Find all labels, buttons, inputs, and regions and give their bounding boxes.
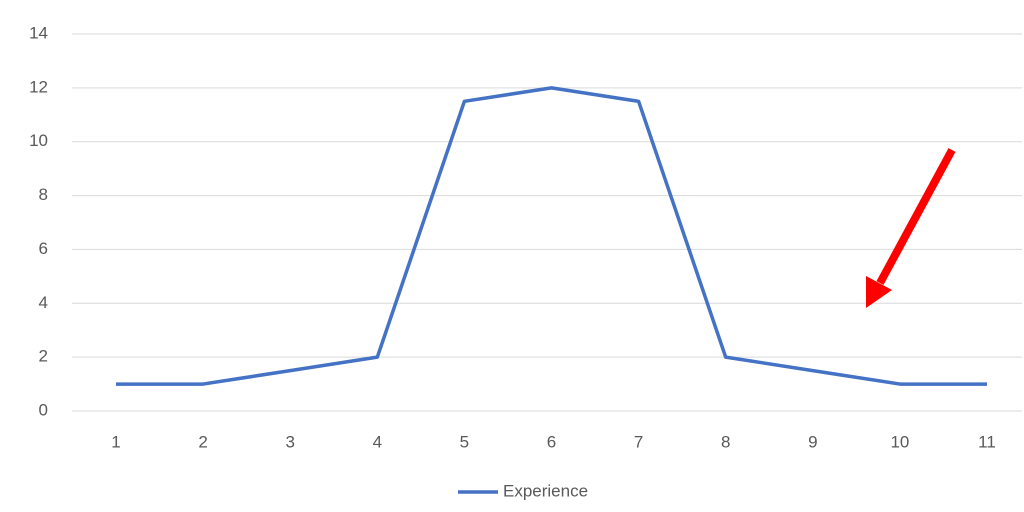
y-tick-label: 10 [29,131,48,150]
x-tick-label: 3 [285,432,294,451]
x-tick-label: 6 [547,432,556,451]
y-tick-label: 2 [39,347,48,366]
y-tick-label: 0 [39,400,48,419]
legend-label: Experience [503,481,588,500]
arrow-head [866,276,892,308]
x-tick-label: 7 [634,432,643,451]
x-tick-label: 8 [721,432,730,451]
x-tick-label: 4 [373,432,382,451]
arrow-shaft [876,148,956,285]
y-tick-label: 12 [29,77,48,96]
x-tick-label: 9 [808,432,817,451]
y-tick-label: 4 [39,293,48,312]
x-tick-label: 11 [978,432,996,451]
y-tick-label: 8 [39,185,48,204]
y-tick-label: 6 [39,239,48,258]
x-tick-label: 5 [460,432,469,451]
x-tick-label: 1 [111,432,120,451]
y-tick-label: 14 [29,23,48,42]
x-tick-label: 2 [198,432,207,451]
x-tick-label: 10 [890,432,909,451]
series-line [116,86,987,386]
annotation-arrow [866,148,956,308]
